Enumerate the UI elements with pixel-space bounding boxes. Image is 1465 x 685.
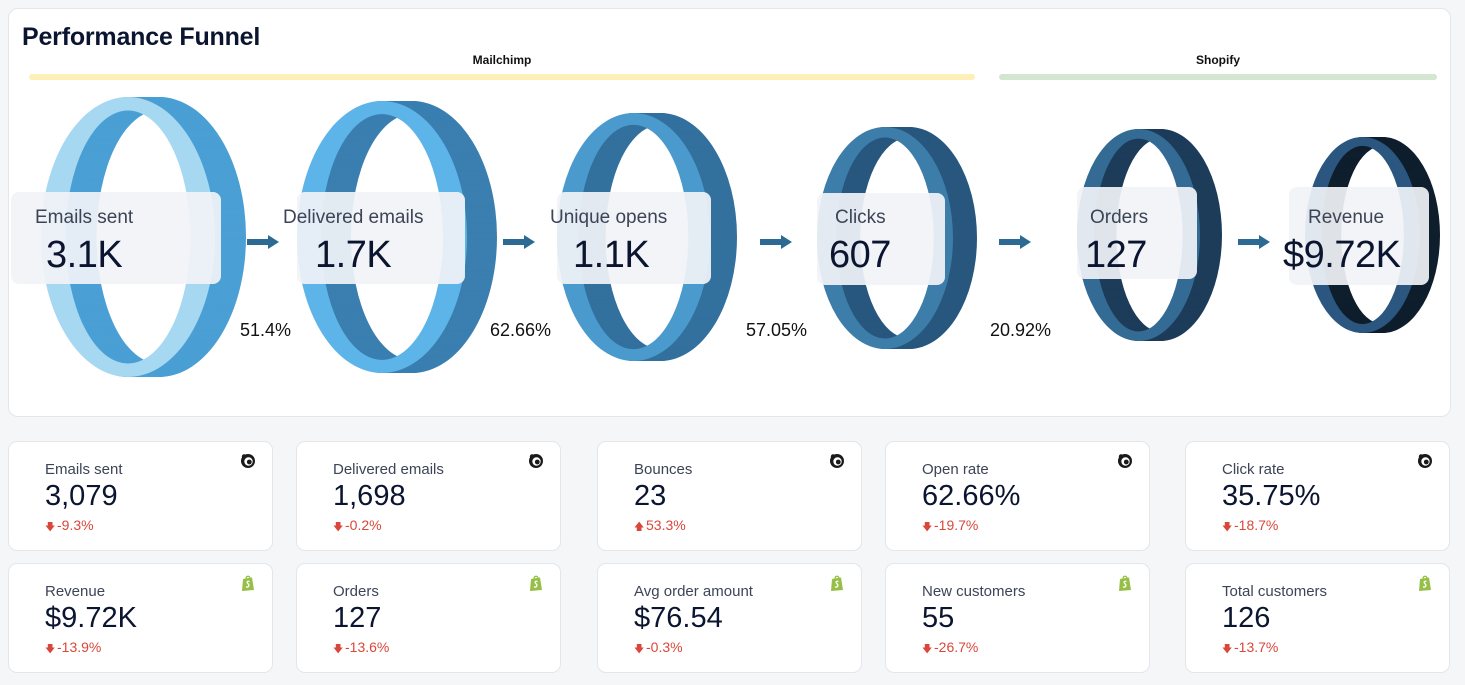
stage-value: 3.1K bbox=[46, 234, 123, 276]
kpi-card-delivered-emails[interactable]: Delivered emails 1,698 🡇 -0.2% bbox=[296, 441, 561, 551]
kpi-delta: 🡇 -13.7% bbox=[1222, 639, 1278, 659]
stage-value: 127 bbox=[1085, 234, 1147, 276]
kpi-label: Total customers bbox=[1222, 583, 1328, 600]
kpi-label: Orders bbox=[333, 583, 379, 600]
kpi-delta: 🡇 -18.7% bbox=[1222, 517, 1278, 537]
arrow-right-icon bbox=[503, 235, 535, 249]
kpi-card-click-rate[interactable]: Click rate 35.75% 🡇 -18.7% bbox=[1185, 441, 1450, 551]
arrow-down-icon: 🡇 bbox=[45, 644, 56, 655]
arrow-down-icon: 🡇 bbox=[922, 522, 933, 533]
stage-label: Emails sent bbox=[35, 207, 134, 228]
group-bar-shopify bbox=[999, 74, 1437, 80]
arrow-right-icon bbox=[999, 235, 1031, 249]
kpi-value: 3,079 bbox=[45, 480, 118, 512]
mailchimp-icon bbox=[241, 454, 255, 468]
arrow-down-icon: 🡇 bbox=[634, 644, 645, 655]
kpi-label: Open rate bbox=[922, 461, 989, 478]
kpi-value: $9.72K bbox=[45, 602, 137, 634]
kpi-card-avg-order-amount[interactable]: Avg order amount $76.54 🡇 -0.3% bbox=[597, 563, 862, 673]
mailchimp-icon bbox=[830, 454, 844, 468]
kpi-label: Emails sent bbox=[45, 461, 123, 478]
kpi-card-revenue[interactable]: Revenue $9.72K 🡇 -13.9% bbox=[8, 563, 273, 673]
stage-label-box bbox=[557, 192, 711, 284]
kpi-value: 62.66% bbox=[922, 480, 1021, 512]
arrow-right-icon bbox=[247, 235, 279, 249]
kpi-delta: 🡇 -9.3% bbox=[45, 517, 94, 537]
kpi-value: 127 bbox=[333, 602, 382, 634]
kpi-value: 23 bbox=[634, 480, 667, 512]
kpi-delta: 🡇 -13.9% bbox=[45, 639, 101, 659]
kpi-delta: 🡇 -0.3% bbox=[634, 639, 683, 659]
kpi-label: Revenue bbox=[45, 583, 106, 600]
stage-label: Orders bbox=[1090, 207, 1149, 228]
kpi-card-bounces[interactable]: Bounces 23 🡅 53.3% bbox=[597, 441, 862, 551]
page-title: Performance Funnel bbox=[22, 23, 261, 51]
stage-label-box bbox=[1289, 187, 1429, 285]
shopify-icon bbox=[242, 575, 254, 591]
kpi-value: 35.75% bbox=[1222, 480, 1321, 512]
shopify-icon bbox=[1119, 575, 1131, 591]
arrow-down-icon: 🡇 bbox=[1222, 644, 1233, 655]
mailchimp-icon bbox=[1118, 454, 1132, 468]
group-label-mailchimp: Mailchimp bbox=[472, 53, 532, 67]
arrow-right-icon bbox=[1238, 235, 1270, 249]
kpi-label: Delivered emails bbox=[333, 461, 444, 478]
stage-value: 1.1K bbox=[573, 234, 650, 276]
arrow-down-icon: 🡇 bbox=[333, 522, 344, 533]
stage-label: Clicks bbox=[835, 207, 886, 228]
conversion-rate: 51.4% bbox=[240, 320, 292, 340]
kpi-label: Click rate bbox=[1222, 461, 1285, 478]
stage-value: 607 bbox=[829, 234, 891, 276]
shopify-icon bbox=[831, 575, 843, 591]
stage-label-box bbox=[297, 192, 465, 284]
kpi-delta: 🡇 -19.7% bbox=[922, 517, 978, 537]
arrow-up-icon: 🡅 bbox=[634, 522, 645, 533]
conversion-rate: 20.92% bbox=[990, 320, 1052, 340]
stage-label-box bbox=[817, 193, 945, 285]
kpi-delta: 🡇 -0.2% bbox=[333, 517, 382, 537]
shopify-icon bbox=[530, 575, 542, 591]
arrow-down-icon: 🡇 bbox=[1222, 522, 1233, 533]
kpi-delta: 🡇 -26.7% bbox=[922, 639, 978, 659]
arrow-down-icon: 🡇 bbox=[333, 644, 344, 655]
kpi-value: 126 bbox=[1222, 602, 1271, 634]
group-label-shopify: Shopify bbox=[1196, 53, 1240, 67]
kpi-delta: 🡅 53.3% bbox=[634, 517, 686, 537]
arrow-right-icon bbox=[760, 235, 792, 249]
stage-label: Delivered emails bbox=[283, 207, 424, 228]
stage-label: Revenue bbox=[1308, 207, 1385, 228]
kpi-card-new-customers[interactable]: New customers 55 🡇 -26.7% bbox=[885, 563, 1150, 673]
shopify-icon bbox=[1419, 575, 1431, 591]
kpi-card-open-rate[interactable]: Open rate 62.66% 🡇 -19.7% bbox=[885, 441, 1150, 551]
kpi-value: 55 bbox=[922, 602, 955, 634]
stage-label-box bbox=[11, 192, 221, 284]
conversion-rate: 57.05% bbox=[746, 320, 808, 340]
stage-label: Unique opens bbox=[550, 207, 668, 228]
funnel-panel: Performance Funnel Mailchimp Shopify Ema… bbox=[8, 8, 1451, 417]
stage-label-box bbox=[1077, 187, 1197, 279]
kpi-value: $76.54 bbox=[634, 602, 723, 634]
kpi-card-orders[interactable]: Orders 127 🡇 -13.6% bbox=[296, 563, 561, 673]
conversion-rate: 62.66% bbox=[490, 320, 552, 340]
kpi-card-total-customers[interactable]: Total customers 126 🡇 -13.7% bbox=[1185, 563, 1450, 673]
kpi-label: Bounces bbox=[634, 461, 693, 478]
arrow-down-icon: 🡇 bbox=[45, 522, 56, 533]
arrow-down-icon: 🡇 bbox=[922, 644, 933, 655]
kpi-delta: 🡇 -13.6% bbox=[333, 639, 389, 659]
kpi-value: 1,698 bbox=[333, 480, 406, 512]
mailchimp-icon bbox=[529, 454, 543, 468]
group-bar-mailchimp bbox=[29, 74, 975, 80]
kpi-label: Avg order amount bbox=[634, 583, 753, 600]
kpi-label: New customers bbox=[922, 583, 1026, 600]
kpi-card-emails-sent[interactable]: Emails sent 3,079 🡇 -9.3% bbox=[8, 441, 273, 551]
stage-value: 1.7K bbox=[315, 234, 392, 276]
mailchimp-icon bbox=[1418, 454, 1432, 468]
stage-value: $9.72K bbox=[1283, 234, 1401, 276]
